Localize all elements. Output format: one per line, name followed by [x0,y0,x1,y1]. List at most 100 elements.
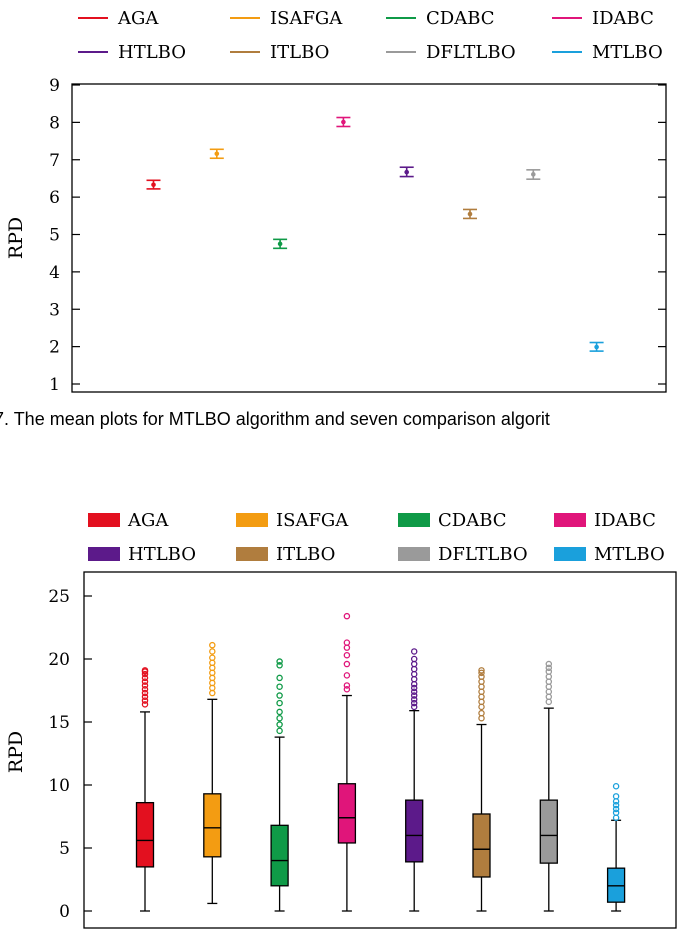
outlier-htlbo-0 [410,703,418,711]
outlier-itlbo-9 [478,669,485,677]
outlier-cdabc-6 [276,683,283,690]
outlier-isafga-7 [209,654,216,661]
outlier-isafga-9 [209,641,216,649]
outlier-aga-0 [141,701,149,708]
legend-swatch-aga [88,513,120,527]
outlier-idabc-2 [343,672,351,679]
outlier-cdabc-7 [276,674,283,682]
outlier-htlbo-2 [410,696,418,703]
y-tick-label-10: 10 [48,776,70,796]
outlier-aga-8 [141,670,149,678]
legend-label-itlbo: ITLBO [270,42,329,63]
legend-label-cdabc: CDABC [438,510,507,531]
y-tick-label-3: 3 [49,300,60,320]
mean-point-htlbo [404,169,410,175]
legend-label-idabc: IDABC [592,8,654,29]
outlier-aga-6 [141,678,149,685]
y-tick-label-8: 8 [49,113,60,133]
legend-swatch-mtlbo [554,547,586,561]
outlier-htlbo-4 [410,688,418,696]
legend-swatch-isafga [236,513,268,527]
mean-plot-frame [71,83,667,393]
outlier-aga-7 [141,674,149,682]
outlier-itlbo-1 [478,709,485,717]
legend-label-mtlbo: MTLBO [594,544,665,565]
outlier-aga-2 [141,693,149,701]
box-plot-y-axis: 0 5 10 15 20 25 [48,587,92,922]
legend-label-idabc: IDABC [594,510,656,531]
mean-plot-marks [146,116,604,352]
outlier-idabc-6 [343,639,351,646]
outlier-htlbo-11 [410,655,418,663]
outlier-idabc-7 [343,612,351,620]
box-isafga [203,793,222,858]
outlier-cdabc-2 [276,714,283,722]
y-tick-label-5: 5 [49,226,60,246]
legend-label-dfltlbo: DFLTLBO [438,544,528,565]
outlier-idabc-1 [343,682,351,689]
legend-label-htlbo: HTLBO [128,544,196,565]
legend-label-dfltlbo: DFLTLBO [426,42,516,63]
y-tick-label-7: 7 [49,151,60,171]
outlier-htlbo-12 [410,648,418,655]
box-aga [135,801,155,868]
legend-swatch-htlbo [88,547,120,561]
mean-point-idabc [341,119,346,125]
outlier-aga-4 [141,685,149,693]
y-tick-label-20: 20 [48,650,70,670]
legend-swatch-cdabc [398,513,430,527]
legend-swatch-idabc [554,513,586,527]
mean-point-isafga [214,151,220,157]
legend-label-isafga: ISAFGA [276,510,349,531]
outlier-isafga-8 [209,648,216,655]
legend-label-mtlbo: MTLBO [592,42,663,63]
legend-swatch-dfltlbo [398,547,430,561]
outlier-cdabc-1 [276,721,283,728]
box-cdabc [270,824,289,887]
outlier-cdabc-8 [276,662,283,669]
legend-label-aga: AGA [127,510,169,531]
mean-plot-legend: AGA ISAFGA CDABC IDABC HTLBO ITLBO DFLTLBO MTLB… [78,8,663,63]
outlier-aga-3 [141,689,149,697]
outlier-dfltlbo-8 [545,660,553,668]
mean-plot-y-axis: 1 2 3 4 5 6 7 8 9 [49,76,666,395]
box-plot-legend: AGA ISAFGA CDABC IDABC HTLBO ITLBO DFLTLBO MTLB… [88,510,665,565]
legend-label-htlbo: HTLBO [118,42,186,63]
outlier-idabc-0 [343,685,351,693]
outlier-mtlbo-2 [612,805,620,813]
outlier-cdabc-9 [276,658,283,665]
box-idabc [337,783,357,844]
mean-point-dfltlbo [531,172,536,177]
outlier-htlbo-1 [410,699,418,707]
legend-label-cdabc: CDABC [426,8,495,29]
outlier-idabc-4 [343,651,351,659]
y-tick-label-5: 5 [59,839,70,859]
mean-point-itlbo [467,211,473,217]
box-htlbo [405,799,424,863]
y-tick-label-25: 25 [48,587,70,607]
legend-label-aga: AGA [117,8,159,29]
mean-point-mtlbo [594,344,599,350]
outlier-htlbo-3 [410,692,418,699]
outlier-aga-5 [141,682,149,689]
outlier-dfltlbo-6 [545,668,553,675]
box-itlbo [472,813,491,878]
outlier-itlbo-10 [478,667,485,674]
outlier-mtlbo-5 [612,793,620,800]
mean-point-aga [151,182,156,188]
outlier-mtlbo-1 [612,809,620,816]
legend-swatch-itlbo [236,547,268,561]
outlier-cdabc-4 [276,699,283,707]
outlier-mtlbo-3 [612,801,620,809]
figure-caption: 7. The mean plots for MTLBO algorithm an… [0,409,550,429]
outlier-cdabc-5 [276,692,283,699]
outlier-aga-1 [141,697,149,704]
y-tick-label-2: 2 [49,338,60,358]
mean-plot-y-label: RPD [5,217,27,259]
y-tick-label-1: 1 [49,375,60,395]
y-tick-label-6: 6 [49,188,60,208]
outlier-htlbo-5 [410,684,418,692]
legend-label-itlbo: ITLBO [276,544,335,565]
y-tick-label-9: 9 [49,76,60,96]
